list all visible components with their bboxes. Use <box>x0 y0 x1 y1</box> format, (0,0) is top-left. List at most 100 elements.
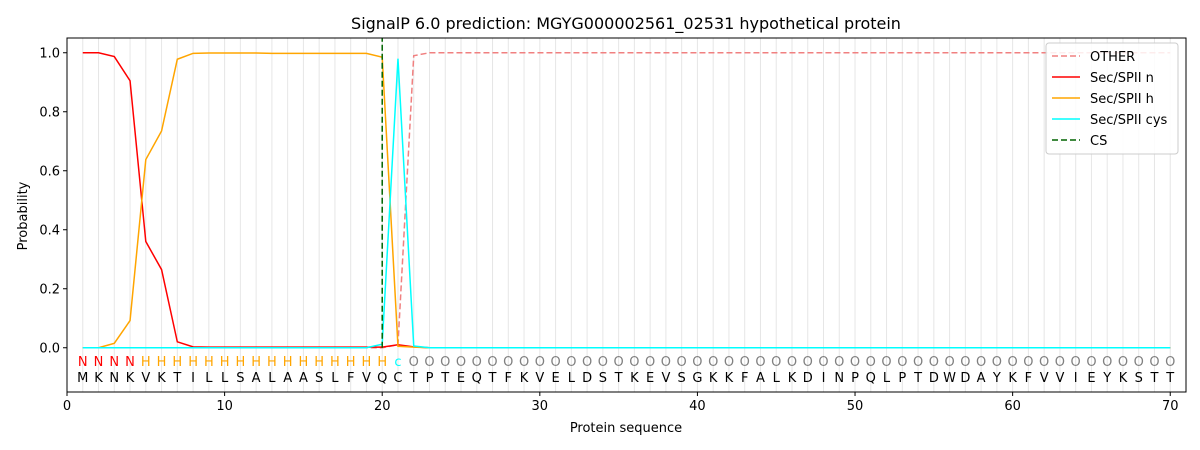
region-label: H <box>172 355 182 370</box>
residue-letter: T <box>409 371 418 386</box>
region-label: O <box>440 355 450 370</box>
residue-letter: F <box>741 371 748 386</box>
sequence-annotation: NMNKNNNKHVHKHTHIHLHLHSHAHLHAHAHSHLHFHVHQ… <box>77 355 1175 386</box>
region-label: O <box>897 355 907 370</box>
residue-letter: L <box>331 371 339 386</box>
region-label: O <box>1055 355 1065 370</box>
region-label: H <box>157 355 167 370</box>
region-label: O <box>598 355 608 370</box>
region-label: H <box>299 355 309 370</box>
region-label: O <box>834 355 844 370</box>
region-label: H <box>314 355 324 370</box>
residue-letter: C <box>393 371 402 386</box>
region-label: H <box>283 355 293 370</box>
residue-letter: D <box>582 371 592 386</box>
residue-letter: V <box>535 371 544 386</box>
residue-letter: L <box>568 371 576 386</box>
series-line-sec-spii-n <box>82 52 1171 349</box>
region-label: N <box>94 355 104 370</box>
plot-frame <box>66 37 1187 393</box>
region-label: O <box>771 355 781 370</box>
residue-letter: A <box>283 371 292 386</box>
region-label: O <box>724 355 734 370</box>
residue-letter: V <box>1040 371 1049 386</box>
series-line-sec-spii-cys <box>82 58 1171 349</box>
region-label: H <box>188 355 198 370</box>
residue-letter: T <box>614 371 623 386</box>
region-label: O <box>1039 355 1049 370</box>
residue-letter: D <box>929 371 939 386</box>
residue-letter: T <box>488 371 497 386</box>
grid-lines <box>82 38 1171 392</box>
region-label: O <box>913 355 923 370</box>
region-label: N <box>78 355 88 370</box>
region-label: O <box>881 355 891 370</box>
residue-letter: I <box>822 371 826 386</box>
residue-letter: T <box>913 371 922 386</box>
residue-letter: E <box>646 371 654 386</box>
legend-box <box>1045 42 1179 155</box>
region-label: O <box>519 355 529 370</box>
residue-letter: I <box>191 371 195 386</box>
residue-letter: K <box>1008 371 1017 386</box>
residue-letter: A <box>299 371 308 386</box>
region-label: O <box>976 355 986 370</box>
region-label: N <box>125 355 135 370</box>
region-label: O <box>692 355 702 370</box>
region-label: O <box>787 355 797 370</box>
residue-letter: P <box>851 371 859 386</box>
region-label: O <box>614 355 624 370</box>
legend-entry: Sec/SPII n <box>1090 71 1154 86</box>
y-tick-label: 1.0 <box>39 46 60 61</box>
residue-letter: Q <box>377 371 387 386</box>
y-tick-label: 0.2 <box>39 282 60 297</box>
x-tick-label: 0 <box>63 399 71 414</box>
legend-entry: Sec/SPII cys <box>1090 113 1168 128</box>
region-label: O <box>629 355 639 370</box>
region-label: O <box>566 355 576 370</box>
residue-letter: L <box>883 371 891 386</box>
region-label: O <box>850 355 860 370</box>
residue-letter: F <box>1025 371 1032 386</box>
residue-letter: M <box>77 371 88 386</box>
region-label: O <box>582 355 592 370</box>
region-label: c <box>394 355 401 370</box>
y-tick-label: 0.0 <box>39 341 60 356</box>
region-label: O <box>1102 355 1112 370</box>
region-label: N <box>109 355 119 370</box>
region-label: O <box>866 355 876 370</box>
residue-letter: S <box>315 371 323 386</box>
legend-entry: Sec/SPII h <box>1090 92 1154 107</box>
region-label: O <box>755 355 765 370</box>
residue-letter: V <box>362 371 371 386</box>
region-label: O <box>409 355 419 370</box>
region-label: H <box>251 355 261 370</box>
residue-letter: Y <box>992 371 1001 386</box>
region-label: H <box>330 355 340 370</box>
residue-letter: T <box>1150 371 1159 386</box>
residue-letter: N <box>834 371 844 386</box>
series-line-sec-spii-h <box>82 52 1171 349</box>
residue-letter: K <box>157 371 166 386</box>
residue-letter: Q <box>472 371 482 386</box>
region-label: O <box>487 355 497 370</box>
residue-letter: I <box>1074 371 1078 386</box>
legend-entry: CS <box>1090 134 1107 149</box>
region-label: H <box>204 355 214 370</box>
region-label: O <box>818 355 828 370</box>
series-lines <box>82 38 1171 349</box>
x-tick-label: 40 <box>689 399 706 414</box>
region-label: O <box>1008 355 1018 370</box>
residue-letter: A <box>977 371 986 386</box>
residue-letter: T <box>172 371 181 386</box>
residue-letter: P <box>426 371 434 386</box>
region-label: O <box>456 355 466 370</box>
residue-letter: N <box>109 371 119 386</box>
chart-title: SignalP 6.0 prediction: MGYG000002561_02… <box>351 14 901 34</box>
residue-letter: K <box>709 371 718 386</box>
region-label: O <box>645 355 655 370</box>
region-label: O <box>503 355 513 370</box>
region-label: O <box>1086 355 1096 370</box>
residue-letter: T <box>440 371 449 386</box>
